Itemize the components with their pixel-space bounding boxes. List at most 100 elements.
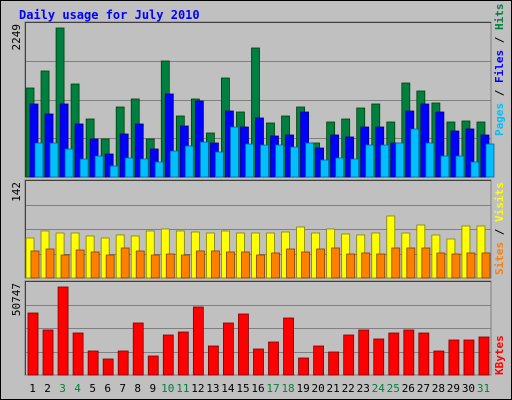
bar-pages [199, 141, 209, 178]
series-pages [34, 126, 495, 178]
bar-pages [109, 165, 119, 178]
bar-sites [75, 249, 85, 279]
day-label: 19 [296, 382, 309, 395]
bar-kbytes [283, 317, 294, 376]
bar-sites [90, 251, 100, 279]
bar-sites [60, 254, 70, 279]
day-label: 2 [44, 382, 51, 395]
bar-files [59, 103, 69, 178]
y-max-label: 142 [10, 182, 23, 202]
bar-sites [361, 252, 371, 279]
panel-3: 50747 [10, 280, 492, 376]
panel-2: 142 [10, 179, 492, 279]
bar-pages [169, 150, 179, 178]
bar-pages [290, 146, 299, 178]
bar-sites [391, 247, 401, 279]
bar-files [164, 93, 174, 178]
bar-pages [335, 157, 345, 178]
bar-sites [406, 247, 416, 279]
bar-sites [150, 254, 160, 279]
bar-sites [286, 248, 295, 279]
legend-label: KBytes [493, 335, 506, 375]
bar-sites [226, 251, 235, 279]
day-label: 14 [221, 382, 235, 395]
day-label: 9 [149, 382, 156, 395]
bar-kbytes [448, 339, 460, 376]
bar-kbytes [223, 322, 234, 376]
series-sites [30, 247, 491, 279]
day-label: 17 [266, 382, 279, 395]
bar-kbytes [298, 357, 309, 376]
legend-entry: Files [493, 50, 506, 83]
bar-sites [256, 254, 265, 279]
bar-visits [160, 228, 170, 279]
bar-sites [195, 250, 205, 279]
legend-entry: Sites [493, 242, 506, 275]
bar-kbytes [403, 329, 415, 376]
day-label: 30 [462, 382, 475, 395]
bar-kbytes [343, 334, 355, 376]
legend-entry: / [493, 83, 506, 103]
day-label: 26 [402, 382, 415, 395]
bar-files [119, 133, 129, 178]
bar-pages [410, 128, 420, 178]
bar-sites [421, 247, 431, 279]
bar-kbytes [42, 329, 54, 376]
bar-sites [376, 253, 386, 279]
day-label: 15 [236, 382, 249, 395]
bar-files [194, 100, 204, 178]
bar-sites [30, 250, 40, 279]
bar-files [435, 111, 445, 178]
bar-sites [241, 251, 250, 279]
bar-visits [175, 230, 185, 279]
bar-files [465, 128, 475, 178]
bar-visits [476, 225, 486, 279]
legend-entry: / [493, 30, 506, 50]
day-label: 18 [281, 382, 294, 395]
bar-kbytes [418, 332, 430, 376]
bar-pages [245, 143, 254, 178]
day-label: 3 [59, 382, 66, 395]
bar-sites [180, 254, 190, 279]
legend-entry: KBytes [493, 335, 506, 375]
legend-entry: Hits [493, 4, 506, 31]
day-label: 31 [477, 382, 490, 395]
bar-kbytes [463, 339, 475, 376]
bar-kbytes [238, 313, 249, 376]
day-label: 23 [357, 382, 370, 395]
bar-sites [271, 252, 280, 279]
bar-pages [425, 142, 435, 178]
bar-kbytes [57, 286, 69, 376]
bar-pages [395, 142, 405, 178]
day-label: 11 [176, 382, 189, 395]
day-label: 27 [417, 382, 430, 395]
day-label: 13 [206, 382, 219, 395]
bar-sites [301, 251, 310, 279]
bar-sites [466, 252, 476, 279]
bar-pages [124, 157, 134, 178]
bar-files [74, 123, 84, 178]
bar-pages [350, 158, 360, 178]
bar-kbytes [388, 332, 400, 376]
bar-visits [145, 230, 155, 279]
bar-sites [165, 253, 175, 279]
bar-sites [316, 248, 326, 279]
bar-kbytes [87, 350, 99, 376]
bar-kbytes [207, 345, 219, 376]
bar-kbytes [253, 348, 264, 376]
bar-kbytes [177, 331, 189, 376]
series-files [29, 93, 490, 178]
bar-kbytes [192, 306, 204, 376]
bar-kbytes [72, 332, 84, 376]
legend-entry: Pages [493, 103, 506, 136]
bar-pages [470, 161, 480, 178]
bar-visits [386, 215, 396, 279]
bar-pages [485, 143, 495, 178]
bar-kbytes [373, 338, 385, 376]
bar-files [420, 103, 430, 178]
panels: 2249 142 50747 Pages / Files / Hits Sites / … [10, 4, 506, 376]
bar-kbytes [102, 358, 114, 376]
y-max-label: 50747 [10, 283, 23, 316]
bar-visits [461, 225, 471, 279]
legend-entry: Visits [493, 182, 506, 222]
